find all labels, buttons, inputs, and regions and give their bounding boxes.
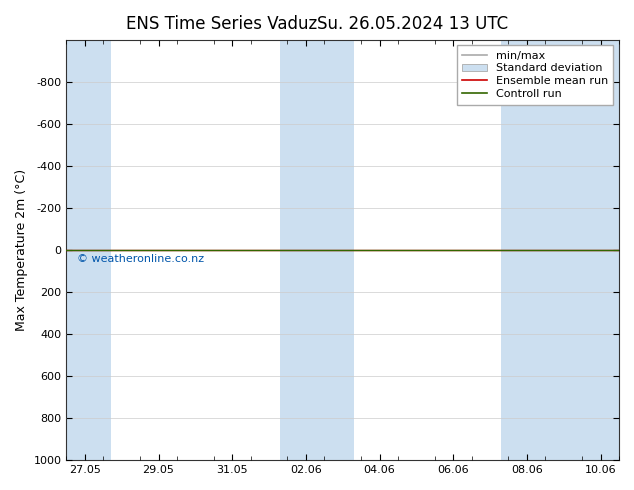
Y-axis label: Max Temperature 2m (°C): Max Temperature 2m (°C) bbox=[15, 169, 28, 331]
Bar bbox=[501, 40, 619, 460]
Bar bbox=[280, 40, 354, 460]
Bar bbox=[67, 40, 110, 460]
Text: Su. 26.05.2024 13 UTC: Su. 26.05.2024 13 UTC bbox=[316, 15, 508, 33]
Text: © weatheronline.co.nz: © weatheronline.co.nz bbox=[77, 254, 205, 265]
Text: ENS Time Series Vaduz: ENS Time Series Vaduz bbox=[126, 15, 318, 33]
Legend: min/max, Standard deviation, Ensemble mean run, Controll run: min/max, Standard deviation, Ensemble me… bbox=[456, 45, 614, 104]
